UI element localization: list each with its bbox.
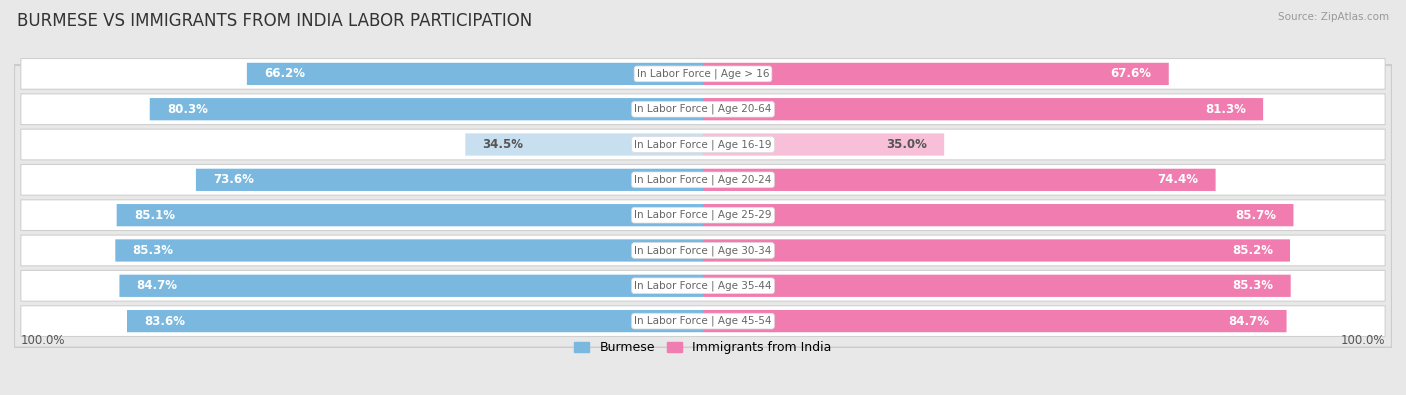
Text: 74.4%: 74.4% [1157,173,1198,186]
FancyBboxPatch shape [703,63,1168,85]
Text: 100.0%: 100.0% [21,333,66,346]
FancyBboxPatch shape [21,94,1385,124]
Text: 73.6%: 73.6% [214,173,254,186]
Text: In Labor Force | Age 45-54: In Labor Force | Age 45-54 [634,316,772,326]
FancyBboxPatch shape [150,98,703,120]
Text: 85.3%: 85.3% [1233,279,1274,292]
FancyBboxPatch shape [21,306,1385,337]
FancyBboxPatch shape [21,235,1385,266]
FancyBboxPatch shape [21,164,1385,195]
Text: In Labor Force | Age 20-24: In Labor Force | Age 20-24 [634,175,772,185]
Text: 85.7%: 85.7% [1236,209,1277,222]
Text: 84.7%: 84.7% [1229,314,1270,327]
FancyBboxPatch shape [703,310,1286,332]
Text: 85.2%: 85.2% [1232,244,1272,257]
FancyBboxPatch shape [703,98,1263,120]
FancyBboxPatch shape [21,58,1385,89]
FancyBboxPatch shape [120,275,703,297]
FancyBboxPatch shape [195,169,703,191]
FancyBboxPatch shape [127,310,703,332]
FancyBboxPatch shape [115,239,703,261]
Text: In Labor Force | Age 35-44: In Labor Force | Age 35-44 [634,280,772,291]
Text: 67.6%: 67.6% [1111,68,1152,81]
Text: 100.0%: 100.0% [1340,333,1385,346]
FancyBboxPatch shape [21,129,1385,160]
Text: 85.3%: 85.3% [132,244,173,257]
Text: In Labor Force | Age 20-64: In Labor Force | Age 20-64 [634,104,772,115]
Text: 35.0%: 35.0% [886,138,927,151]
Text: BURMESE VS IMMIGRANTS FROM INDIA LABOR PARTICIPATION: BURMESE VS IMMIGRANTS FROM INDIA LABOR P… [17,12,531,30]
Text: In Labor Force | Age 30-34: In Labor Force | Age 30-34 [634,245,772,256]
Text: 85.1%: 85.1% [134,209,174,222]
Text: In Labor Force | Age 25-29: In Labor Force | Age 25-29 [634,210,772,220]
Text: 83.6%: 83.6% [145,314,186,327]
Text: 84.7%: 84.7% [136,279,177,292]
Text: In Labor Force | Age > 16: In Labor Force | Age > 16 [637,69,769,79]
Text: 80.3%: 80.3% [167,103,208,116]
FancyBboxPatch shape [21,271,1385,301]
Text: Source: ZipAtlas.com: Source: ZipAtlas.com [1278,12,1389,22]
FancyBboxPatch shape [703,169,1216,191]
FancyBboxPatch shape [247,63,703,85]
Text: 81.3%: 81.3% [1205,103,1246,116]
FancyBboxPatch shape [703,275,1291,297]
Text: 34.5%: 34.5% [482,138,523,151]
Text: 66.2%: 66.2% [264,68,305,81]
FancyBboxPatch shape [465,134,703,156]
FancyBboxPatch shape [703,239,1291,261]
Text: In Labor Force | Age 16-19: In Labor Force | Age 16-19 [634,139,772,150]
FancyBboxPatch shape [14,65,1392,348]
FancyBboxPatch shape [117,204,703,226]
FancyBboxPatch shape [21,200,1385,231]
FancyBboxPatch shape [703,134,945,156]
Legend: Burmese, Immigrants from India: Burmese, Immigrants from India [569,337,837,359]
FancyBboxPatch shape [703,204,1294,226]
